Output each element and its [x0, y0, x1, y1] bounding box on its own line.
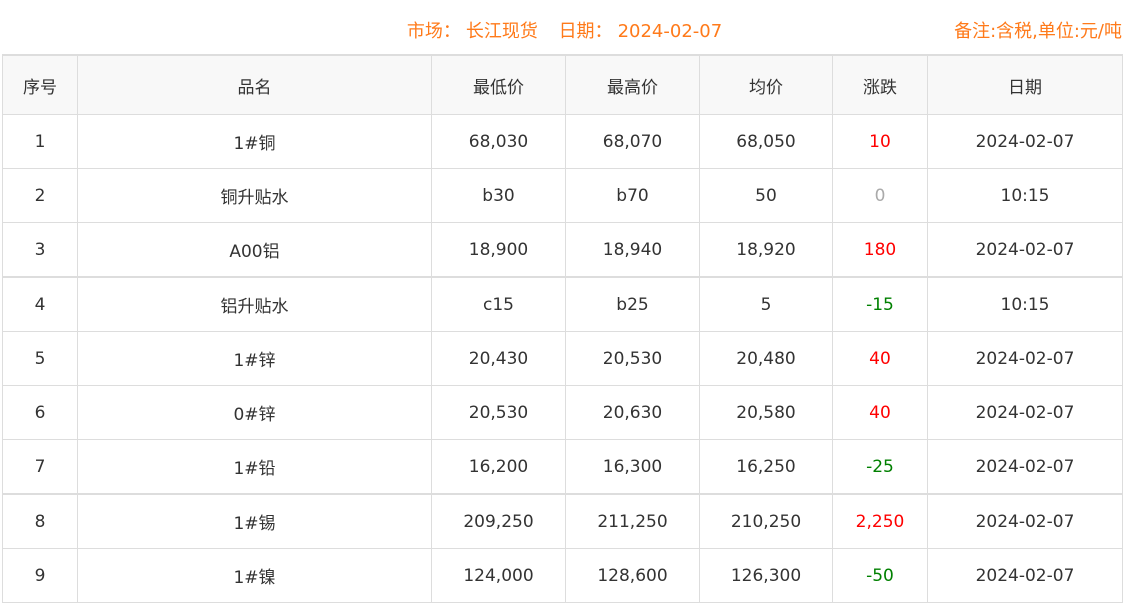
market-value: 长江现货	[465, 21, 538, 42]
col-change-header: 涨跌	[832, 54, 928, 115]
col-low-header: 最低价	[431, 54, 566, 115]
date-label: 日期：	[558, 21, 613, 42]
col-change-cell: -50	[832, 548, 928, 603]
col-name-cell: 0#锌	[77, 385, 432, 440]
col-avg-cell: 5	[699, 276, 833, 332]
col-change-cell: -25	[832, 439, 928, 495]
col-no-cell: 1	[2, 114, 78, 169]
col-avg-cell: 16,250	[699, 439, 833, 495]
col-name-cell: 1#锡	[77, 493, 432, 549]
col-name-cell: 1#锌	[77, 331, 432, 386]
col-avg-cell: 68,050	[699, 114, 833, 169]
col-low-cell: c15	[431, 276, 566, 332]
col-date-cell: 2024-02-07	[927, 331, 1123, 386]
col-high-cell: 128,600	[565, 548, 700, 603]
col-name-cell: 铜升贴水	[77, 168, 432, 223]
table-row: 2 铜升贴水 b30 b70 50 0 10:15	[2, 168, 1123, 223]
col-low-cell: b30	[431, 168, 566, 223]
col-no-cell: 5	[2, 331, 78, 386]
table-row: 3 A00铝 18,900 18,940 18,920 180 2024-02-07	[2, 222, 1123, 278]
col-name-cell: 1#铜	[77, 114, 432, 169]
col-avg-cell: 126,300	[699, 548, 833, 603]
col-avg-cell: 18,920	[699, 222, 833, 278]
table-row: 7 1#铅 16,200 16,300 16,250 -25 2024-02-07	[2, 439, 1123, 495]
col-date-cell: 2024-02-07	[927, 114, 1123, 169]
col-avg-cell: 50	[699, 168, 833, 223]
col-change-cell: 40	[832, 331, 928, 386]
date-value: 2024-02-07	[617, 21, 723, 42]
col-high-header: 最高价	[565, 54, 700, 115]
col-low-cell: 20,430	[431, 331, 566, 386]
price-table: 序号 品名 最低价 最高价 均价 涨跌 日期 1 1#铜 68,030 68,070 68,050 1…	[2, 54, 1123, 603]
col-no-cell: 7	[2, 439, 78, 495]
col-no-cell: 4	[2, 276, 78, 332]
col-date-cell: 2024-02-07	[927, 493, 1123, 549]
col-high-cell: 68,070	[565, 114, 700, 169]
col-low-cell: 124,000	[431, 548, 566, 603]
col-high-cell: 20,630	[565, 385, 700, 440]
col-no-cell: 9	[2, 548, 78, 603]
col-high-cell: 20,530	[565, 331, 700, 386]
col-high-cell: b25	[565, 276, 700, 332]
col-low-cell: 18,900	[431, 222, 566, 278]
col-name-cell: 1#铅	[77, 439, 432, 495]
col-high-cell: 211,250	[565, 493, 700, 549]
col-change-cell: 180	[832, 222, 928, 278]
col-change-cell: 0	[832, 168, 928, 223]
col-low-cell: 20,530	[431, 385, 566, 440]
market-label: 市场：	[406, 21, 461, 42]
col-change-cell: -15	[832, 276, 928, 332]
col-high-cell: b70	[565, 168, 700, 223]
col-high-cell: 16,300	[565, 439, 700, 495]
table-row: 8 1#锡 209,250 211,250 210,250 2,250 2024-02-07	[2, 493, 1123, 549]
col-change-cell: 2,250	[832, 493, 928, 549]
table-header: 序号 品名 最低价 最高价 均价 涨跌 日期	[2, 54, 1123, 115]
col-name-cell: 1#镍	[77, 548, 432, 603]
col-no-cell: 6	[2, 385, 78, 440]
col-date-cell: 2024-02-07	[927, 222, 1123, 278]
col-no-cell: 8	[2, 493, 78, 549]
col-change-cell: 40	[832, 385, 928, 440]
table-row: 5 1#锌 20,430 20,530 20,480 40 2024-02-07	[2, 331, 1123, 386]
col-date-cell: 10:15	[927, 276, 1123, 332]
col-low-cell: 209,250	[431, 493, 566, 549]
col-date-cell: 2024-02-07	[927, 548, 1123, 603]
col-date-cell: 2024-02-07	[927, 439, 1123, 495]
table-row: 6 0#锌 20,530 20,630 20,580 40 2024-02-07	[2, 385, 1123, 440]
col-date-cell: 10:15	[927, 168, 1123, 223]
table-row: 4 铝升贴水 c15 b25 5 -15 10:15	[2, 276, 1123, 332]
col-name-cell: 铝升贴水	[77, 276, 432, 332]
table-row: 9 1#镍 124,000 128,600 126,300 -50 2024-02-07	[2, 548, 1123, 603]
unit-note: 备注:含税,单位:元/吨	[954, 21, 1122, 42]
table-row: 1 1#铜 68,030 68,070 68,050 10 2024-02-07	[2, 114, 1123, 169]
header-bar: 市场： 长江现货 日期： 2024-02-07 备注:含税,单位:元/吨	[0, 0, 1124, 54]
col-high-cell: 18,940	[565, 222, 700, 278]
col-change-cell: 10	[832, 114, 928, 169]
col-avg-cell: 20,580	[699, 385, 833, 440]
col-name-header: 品名	[77, 54, 432, 115]
col-no-cell: 3	[2, 222, 78, 278]
col-low-cell: 68,030	[431, 114, 566, 169]
col-avg-cell: 210,250	[699, 493, 833, 549]
col-date-header: 日期	[927, 54, 1123, 115]
col-avg-cell: 20,480	[699, 331, 833, 386]
col-low-cell: 16,200	[431, 439, 566, 495]
col-no-header: 序号	[2, 54, 78, 115]
col-name-cell: A00铝	[77, 222, 432, 278]
col-date-cell: 2024-02-07	[927, 385, 1123, 440]
col-avg-header: 均价	[699, 54, 833, 115]
col-no-cell: 2	[2, 168, 78, 223]
market-info: 市场： 长江现货 日期： 2024-02-07	[0, 17, 1124, 43]
